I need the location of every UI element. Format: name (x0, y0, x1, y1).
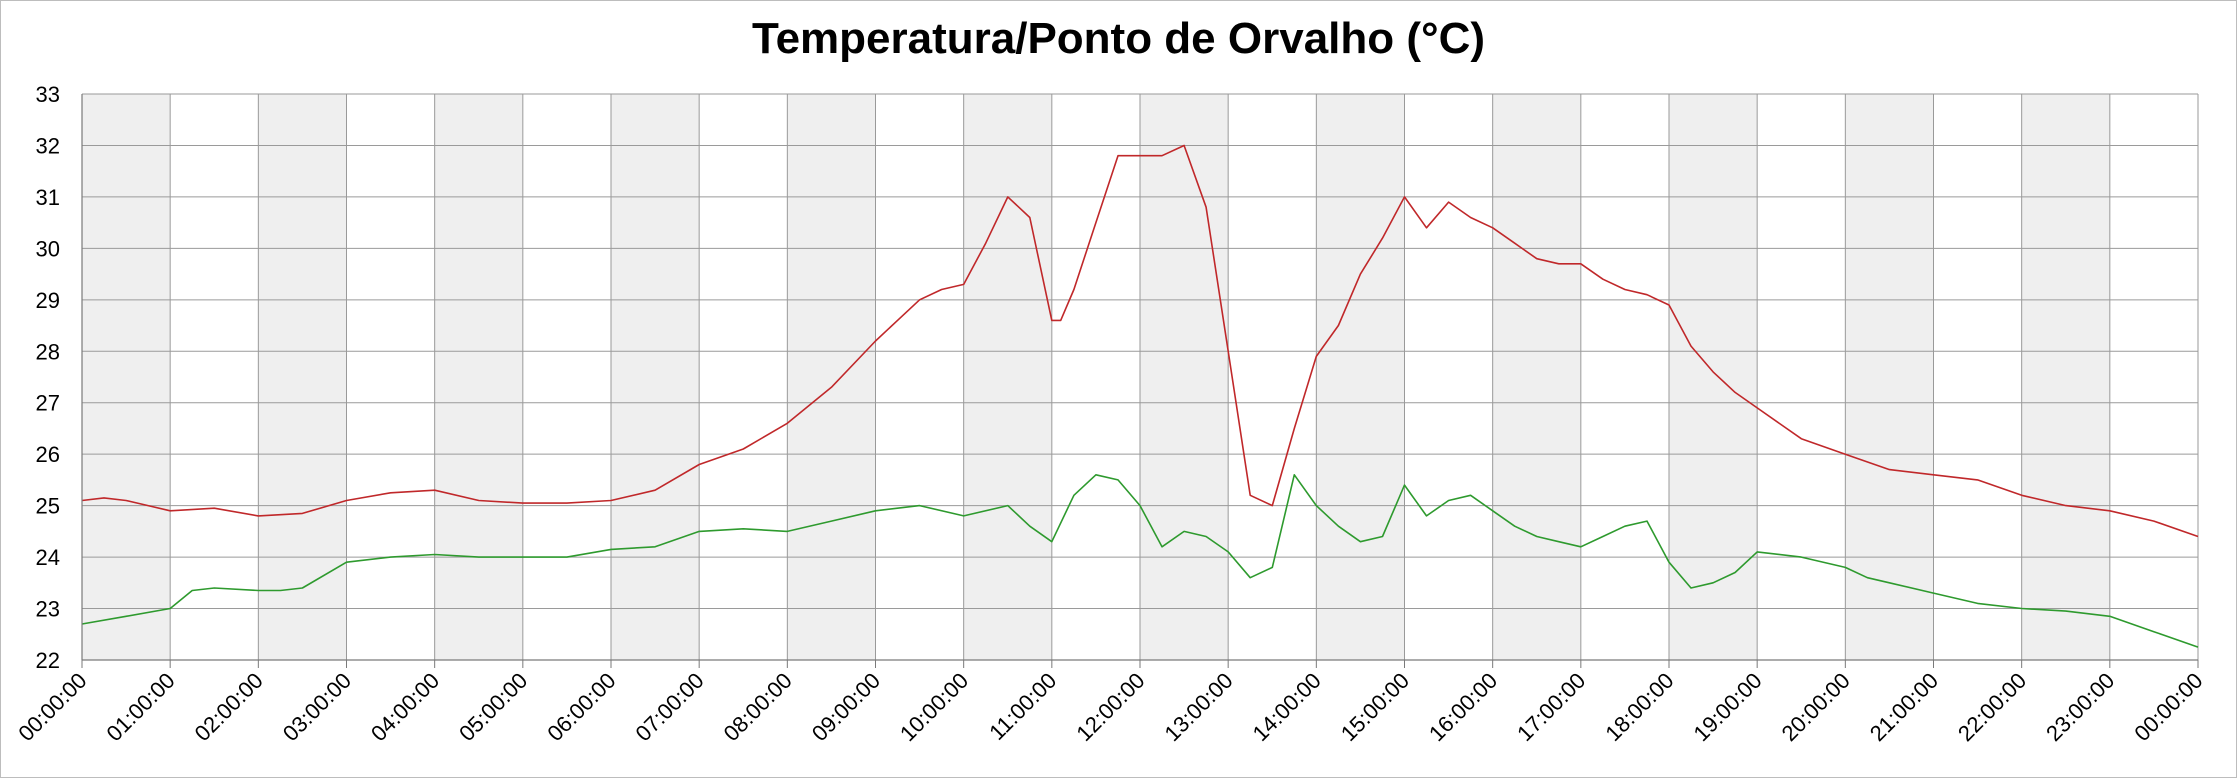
series-line-2 (81, 473, 2199, 648)
x-tick-label: 03:00:00 (278, 668, 356, 746)
band-10 (963, 94, 1052, 660)
y-tick-label: 33 (36, 82, 60, 107)
band-16 (1492, 94, 1581, 660)
y-tick-label: 27 (36, 391, 60, 416)
band-6 (611, 94, 700, 660)
x-tick-label: 15:00:00 (1336, 668, 1414, 746)
y-tick-labels: 22 23 24 25 26 27 28 29 30 31 32 33 (36, 82, 60, 673)
x-tick-label: 16:00:00 (1424, 668, 1502, 746)
x-tick-label: 07:00:00 (630, 668, 708, 746)
x-tick-label: 13:00:00 (1159, 668, 1237, 746)
x-tick-label: 05:00:00 (454, 668, 532, 746)
band-0 (82, 94, 171, 660)
x-tick-label: 06:00:00 (542, 668, 620, 746)
alternating-bands (82, 94, 2110, 660)
y-tick-label: 26 (36, 442, 60, 467)
band-8 (787, 94, 876, 660)
band-2 (258, 94, 347, 660)
x-tick-labels: 00:00:00 01:00:00 02:00:00 03:00:00 04:00:00… (13, 668, 2207, 746)
chart-title: Temperatura/Ponto de Orvalho (°C) (751, 14, 1486, 63)
band-12 (1140, 94, 1229, 660)
series-line-1 (81, 144, 2199, 538)
y-tick-label: 32 (36, 133, 60, 158)
y-tick-label: 31 (36, 185, 60, 210)
y-tick-label: 28 (36, 339, 60, 364)
band-22 (2021, 94, 2110, 660)
x-tick-label: 01:00:00 (101, 668, 179, 746)
y-tick-label: 23 (36, 597, 60, 622)
y-tick-label: 24 (36, 545, 60, 570)
x-tick-label: 17:00:00 (1512, 668, 1590, 746)
x-tick-label: 22:00:00 (1953, 668, 2031, 746)
x-tick-label: 23:00:00 (2041, 668, 2119, 746)
x-tick-label: 20:00:00 (1777, 668, 1855, 746)
gridlines (81, 93, 2199, 661)
series-layer (81, 144, 2199, 648)
axes (81, 94, 2199, 668)
x-tick-label: 18:00:00 (1600, 668, 1678, 746)
y-tick-label: 30 (36, 236, 60, 261)
x-tick-label: 00:00:00 (2129, 668, 2207, 746)
x-tick-label: 14:00:00 (1248, 668, 1326, 746)
band-18 (1669, 94, 1758, 660)
x-tick-label: 02:00:00 (190, 668, 268, 746)
y-tick-label: 25 (36, 494, 60, 519)
x-tick-label: 10:00:00 (895, 668, 973, 746)
x-tick-label: 04:00:00 (366, 668, 444, 746)
y-tick-label: 29 (36, 288, 60, 313)
x-tick-label: 00:00:00 (13, 668, 91, 746)
x-tick-label: 08:00:00 (719, 668, 797, 746)
band-4 (434, 94, 523, 660)
band-14 (1316, 94, 1405, 660)
x-tick-label: 19:00:00 (1688, 668, 1766, 746)
x-tick-label: 12:00:00 (1071, 668, 1149, 746)
y-tick-label: 22 (36, 648, 60, 673)
x-tick-label: 21:00:00 (1865, 668, 1943, 746)
x-tick-label: 11:00:00 (984, 668, 1061, 745)
band-20 (1845, 94, 1934, 660)
x-tick-label: 09:00:00 (807, 668, 885, 746)
